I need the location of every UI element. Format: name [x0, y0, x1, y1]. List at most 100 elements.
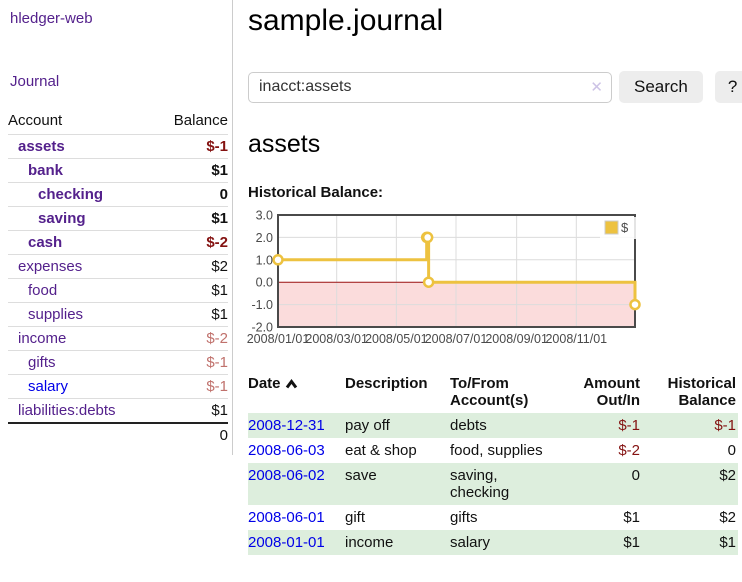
account-balance: $-2: [206, 330, 228, 347]
transaction-row: 2008-01-01 income salary $1 $1: [248, 530, 738, 555]
transaction-amount: $1: [623, 534, 640, 551]
account-row: expenses $2: [8, 254, 228, 279]
account-balance: $-1: [206, 354, 228, 371]
transaction-amount: $-1: [618, 417, 640, 434]
transaction-balance: $2: [719, 467, 736, 484]
search-help-button[interactable]: ?: [714, 71, 742, 103]
legend-label: $: [621, 220, 629, 235]
chart-label: Historical Balance:: [248, 184, 384, 201]
main-content: sample.journal ✕ Search ? assets Histori…: [247, 0, 742, 555]
account-link[interactable]: assets: [18, 138, 65, 155]
account-row: food $1: [8, 278, 228, 303]
clear-search-icon[interactable]: ✕: [590, 78, 603, 96]
svg-text:0.0: 0.0: [256, 276, 273, 290]
account-balance: $-1: [206, 378, 228, 395]
svg-text:3.0: 3.0: [256, 209, 273, 223]
transaction-description: pay off: [345, 417, 390, 434]
account-link[interactable]: cash: [28, 234, 63, 251]
transaction-description: income: [345, 534, 394, 551]
search-button[interactable]: Search: [619, 71, 703, 103]
sidebar-item-journal[interactable]: Journal: [10, 73, 60, 90]
account-row: liabilities:debts $1: [8, 398, 228, 424]
account-link[interactable]: income: [18, 330, 67, 347]
accounts-total-balance: 0: [219, 427, 228, 444]
account-link[interactable]: expenses: [18, 258, 83, 275]
search-input[interactable]: [248, 71, 612, 103]
account-balance: 0: [219, 186, 228, 203]
account-row: cash $-2: [8, 230, 228, 255]
transaction-date-link[interactable]: 2008-06-03: [248, 442, 325, 459]
accounts-column-header-balance: Balance: [173, 112, 228, 129]
account-balance: $1: [211, 402, 228, 419]
transaction-description: save: [345, 467, 377, 484]
transaction-accounts: food, supplies: [450, 442, 543, 459]
account-balance: $1: [211, 306, 228, 323]
account-row: salary $-1: [8, 374, 228, 399]
transaction-balance: 0: [727, 442, 736, 459]
register-column-header-description: Description: [345, 375, 428, 392]
transaction-amount: $-2: [618, 442, 640, 459]
account-row: bank $1: [8, 158, 228, 183]
transaction-row: 2008-06-02 save saving, checking 0 $2: [248, 463, 738, 505]
account-row: checking 0: [8, 182, 228, 207]
account-balance: $-1: [206, 138, 228, 155]
account-link[interactable]: gifts: [28, 354, 56, 371]
account-balance: $1: [211, 210, 228, 227]
account-row: gifts $-1: [8, 350, 228, 375]
search-form: ✕ Search ?: [248, 71, 742, 103]
brand-link[interactable]: hledger-web: [10, 10, 93, 27]
svg-text:2008/11/01: 2008/11/01: [545, 332, 607, 346]
transaction-row: 2008-06-03 eat & shop food, supplies $-2 0: [248, 438, 738, 463]
transaction-description: gift: [345, 509, 366, 526]
account-link[interactable]: salary: [28, 378, 69, 395]
accounts-column-header-account: Account: [8, 112, 63, 129]
transaction-amount: $1: [623, 509, 640, 526]
account-row: income $-2: [8, 326, 228, 351]
transaction-accounts: saving, checking: [450, 467, 510, 501]
transaction-balance: $1: [719, 534, 736, 551]
register-column-header-tofrom: To/From Account(s): [450, 375, 529, 409]
account-link[interactable]: liabilities:debts: [18, 402, 116, 419]
page-title: sample.journal: [248, 4, 444, 37]
transaction-balance: $-1: [714, 417, 736, 434]
historical-balance-chart: 3.0 2.0 1.0 0.0 -1.0 -2.0 2008/01/01 2008/03/01…: [247, 208, 742, 353]
register-column-header-balance: Historical Balance: [667, 375, 736, 409]
account-balance: $1: [211, 282, 228, 299]
sort-ascending-icon: [285, 379, 297, 389]
transaction-date-link[interactable]: 2008-01-01: [248, 534, 325, 551]
svg-text:2008/03/01: 2008/03/01: [305, 332, 368, 346]
transaction-description: eat & shop: [345, 442, 417, 459]
account-row: saving $1: [8, 206, 228, 231]
account-link[interactable]: bank: [28, 162, 64, 179]
register-table: Date Description To/From Account(s) Amou…: [248, 373, 738, 555]
account-link[interactable]: checking: [38, 186, 104, 203]
transaction-accounts: salary: [450, 534, 491, 551]
account-link[interactable]: saving: [38, 210, 86, 227]
svg-text:2008/09/01: 2008/09/01: [485, 332, 548, 346]
register-column-header-amount: Amount Out/In: [583, 375, 640, 409]
legend-swatch: [604, 220, 619, 235]
transaction-amount: 0: [631, 467, 640, 484]
account-row: supplies $1: [8, 302, 228, 327]
svg-text:2008/05/01: 2008/05/01: [365, 332, 428, 346]
transaction-date-link[interactable]: 2008-12-31: [248, 417, 325, 434]
svg-text:2008/01/01: 2008/01/01: [247, 332, 310, 346]
account-balance: $-2: [206, 234, 228, 251]
transaction-date-link[interactable]: 2008-06-02: [248, 467, 325, 484]
sidebar: hledger-web Journal Account Balance asse…: [0, 0, 233, 455]
accounts-total-row: 0: [8, 423, 228, 447]
account-balance: $1: [211, 162, 228, 179]
accounts-table: Account Balance assets $-1 bank $1 checking 0…: [8, 110, 228, 447]
transaction-accounts: gifts: [450, 509, 478, 526]
svg-text:-1.0: -1.0: [251, 298, 273, 312]
transaction-row: 2008-12-31 pay off debts $-1 $-1: [248, 413, 738, 438]
svg-text:2008/07/01: 2008/07/01: [425, 332, 488, 346]
account-row: assets $-1: [8, 134, 228, 159]
svg-text:2.0: 2.0: [256, 231, 273, 245]
account-link[interactable]: food: [28, 282, 58, 299]
transaction-balance: $2: [719, 509, 736, 526]
register-column-header-date[interactable]: Date: [248, 373, 345, 413]
transaction-accounts: debts: [450, 417, 487, 434]
transaction-date-link[interactable]: 2008-06-01: [248, 509, 325, 526]
account-link[interactable]: supplies: [28, 306, 84, 323]
